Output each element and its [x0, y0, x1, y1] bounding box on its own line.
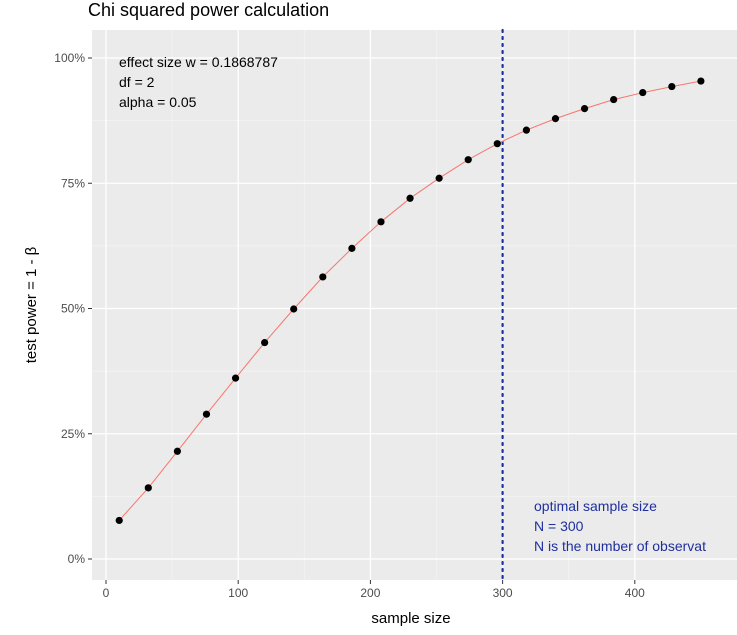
annotation-line: N is the number of observat — [534, 538, 706, 554]
data-point — [406, 194, 414, 202]
data-point — [202, 410, 211, 418]
x-tick-label: 200 — [360, 586, 380, 600]
data-point — [261, 338, 269, 347]
grid-layer — [92, 30, 737, 580]
annotation-layer: optimal sample size N = 300 N is the numbe… — [534, 498, 706, 554]
tick-layer: 0 100 200 300 400 0% 25% 50% 75% 100% — [54, 51, 645, 600]
data-point — [610, 95, 618, 104]
info-text-line: alpha = 0.05 — [119, 94, 197, 110]
info-text-line: df = 2 — [119, 74, 155, 90]
chart-title: Chi squared power calculation — [88, 0, 329, 20]
y-tick-label: 0% — [68, 552, 86, 566]
x-axis-title: sample size — [371, 610, 450, 627]
series-layer — [115, 77, 705, 525]
data-point — [551, 115, 560, 123]
data-point — [493, 140, 501, 148]
data-point — [435, 174, 443, 182]
data-point — [231, 374, 240, 382]
x-tick-label: 300 — [493, 586, 513, 600]
x-tick-label: 100 — [228, 586, 248, 600]
data-point — [144, 484, 152, 492]
data-point — [668, 82, 676, 91]
data-point — [639, 88, 647, 97]
info-text-layer: effect size w = 0.1868787 df = 2 alpha = 0… — [119, 54, 278, 110]
data-point — [697, 77, 705, 85]
data-point — [173, 447, 181, 455]
plot-panel — [92, 30, 737, 580]
data-point — [522, 126, 530, 134]
data-point — [319, 273, 327, 281]
y-tick-label: 50% — [61, 302, 85, 316]
data-point — [464, 156, 472, 164]
data-point — [377, 218, 385, 226]
annotation-line: N = 300 — [534, 518, 584, 534]
y-axis-title: test power = 1 - β — [23, 246, 40, 363]
x-tick-label: 400 — [625, 586, 645, 600]
data-point — [115, 516, 123, 525]
data-point — [348, 244, 356, 252]
y-tick-label: 25% — [61, 427, 85, 441]
annotation-line: optimal sample size — [534, 498, 657, 514]
info-text-line: effect size w = 0.1868787 — [119, 54, 278, 70]
y-tick-label: 100% — [54, 51, 85, 65]
data-point — [580, 105, 589, 113]
x-tick-label: 0 — [103, 586, 110, 600]
y-tick-label: 75% — [61, 176, 85, 190]
data-point — [290, 305, 298, 313]
